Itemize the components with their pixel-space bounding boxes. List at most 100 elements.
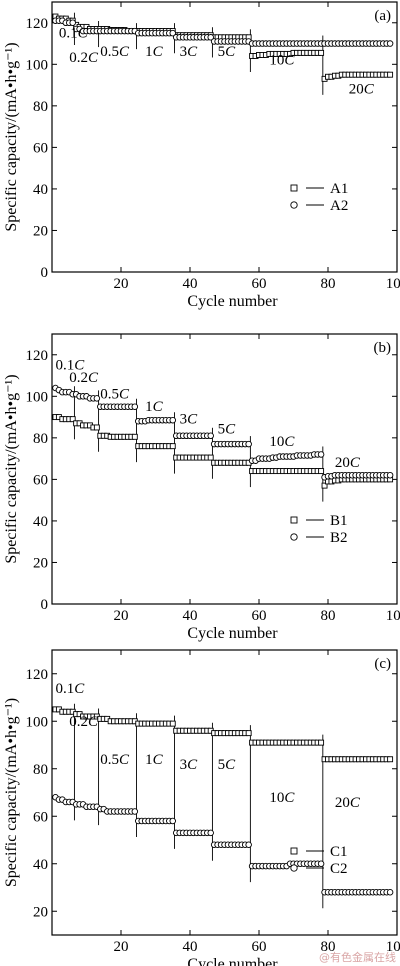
y-tick-label: 40 bbox=[33, 857, 48, 873]
data-point bbox=[131, 433, 138, 440]
legend-entry: A1 bbox=[330, 181, 348, 197]
rate-label-unit: C bbox=[187, 757, 198, 773]
y-axis-title: Specific capacity/(mA•h•g⁻¹) bbox=[3, 42, 20, 231]
data-point bbox=[386, 889, 394, 896]
data-point bbox=[207, 432, 214, 440]
rate-label-unit: C bbox=[153, 399, 164, 415]
rate-label-value: 1 bbox=[145, 44, 153, 60]
x-tick-label: 20 bbox=[114, 608, 129, 624]
rate-label: 20C bbox=[335, 455, 361, 471]
legend-entry: B2 bbox=[330, 530, 348, 546]
rate-label-unit: C bbox=[187, 411, 198, 427]
y-tick-label: 80 bbox=[33, 762, 48, 778]
y-tick-label: 60 bbox=[33, 472, 48, 488]
rate-label: 10C bbox=[269, 790, 295, 806]
rate-label: 20C bbox=[349, 81, 375, 97]
rate-label-value: 0.2 bbox=[69, 50, 88, 66]
data-point bbox=[387, 756, 394, 763]
y-tick-label: 100 bbox=[26, 389, 49, 405]
panel-label: (a) bbox=[374, 8, 391, 24]
x-axis-title: Cycle number bbox=[187, 625, 278, 642]
y-tick-label: 80 bbox=[33, 99, 48, 115]
rate-label: 3C bbox=[180, 411, 199, 427]
x-tick-label: 20 bbox=[114, 276, 129, 292]
legend-entry: B1 bbox=[330, 513, 348, 529]
rate-label-unit: C bbox=[74, 357, 85, 373]
rate-label-unit: C bbox=[225, 757, 236, 773]
y-tick-label: 40 bbox=[33, 182, 48, 198]
series-b2 bbox=[52, 384, 394, 481]
y-tick-label: 100 bbox=[26, 714, 49, 730]
y-axis-title: Specific capacity/(mA•h•g⁻¹) bbox=[3, 374, 20, 563]
x-tick-label: 60 bbox=[252, 276, 267, 292]
rate-label: 3C bbox=[180, 757, 199, 773]
rate-label: 0.5C bbox=[100, 44, 130, 60]
rate-label-value: 0.1 bbox=[55, 681, 74, 697]
legend-marker-circle bbox=[290, 864, 298, 872]
rate-label-value: 10 bbox=[269, 790, 284, 806]
data-point bbox=[93, 395, 101, 402]
x-tick-label: 80 bbox=[321, 939, 336, 955]
series-c2 bbox=[52, 794, 394, 896]
y-tick-label: 20 bbox=[33, 904, 48, 920]
rate-label-value: 1 bbox=[145, 399, 153, 415]
data-point bbox=[245, 440, 252, 448]
rate-label-unit: C bbox=[153, 44, 164, 60]
y-tick-label: 0 bbox=[41, 597, 49, 613]
chart-panel-a: 20406080100020406080100120Cycle numberSp… bbox=[3, 1, 400, 310]
data-point bbox=[317, 451, 325, 458]
series-a2 bbox=[52, 17, 394, 47]
legend-marker-square bbox=[290, 847, 298, 855]
rate-label: 1C bbox=[145, 752, 164, 768]
x-tick-label: 100 bbox=[386, 608, 400, 624]
rate-label: 0.1C bbox=[55, 681, 85, 697]
rate-label: 5C bbox=[218, 757, 237, 773]
rate-label-value: 0.5 bbox=[100, 44, 119, 60]
rate-label: 0.2C bbox=[69, 50, 99, 66]
rate-label-value: 5 bbox=[218, 44, 226, 60]
rate-label: 10C bbox=[269, 52, 295, 68]
x-tick-label: 60 bbox=[252, 608, 267, 624]
rate-label-value: 1 bbox=[145, 752, 153, 768]
rate-label: 1C bbox=[145, 44, 164, 60]
data-point bbox=[131, 808, 139, 815]
rate-label-value: 0.1 bbox=[55, 357, 74, 373]
data-point bbox=[207, 829, 214, 837]
data-point bbox=[93, 424, 100, 431]
x-tick-label: 40 bbox=[183, 276, 198, 292]
x-tick-label: 100 bbox=[386, 939, 400, 955]
y-tick-label: 60 bbox=[33, 140, 48, 156]
rate-label-unit: C bbox=[284, 434, 295, 450]
legend-entry: C2 bbox=[330, 861, 348, 877]
data-point bbox=[69, 19, 76, 27]
rate-label-value: 20 bbox=[349, 81, 364, 97]
rate-label-unit: C bbox=[88, 50, 99, 66]
x-axis-title: Cycle number bbox=[187, 293, 278, 310]
rate-label: 5C bbox=[218, 422, 237, 438]
series-c1 bbox=[52, 706, 394, 763]
y-tick-label: 120 bbox=[26, 667, 49, 683]
plot-frame bbox=[51, 333, 398, 605]
rate-label-value: 3 bbox=[180, 411, 188, 427]
rate-label: 3C bbox=[180, 44, 199, 60]
x-tick-label: 100 bbox=[386, 276, 400, 292]
data-point bbox=[318, 49, 325, 56]
data-point bbox=[169, 416, 176, 424]
rate-label-unit: C bbox=[119, 386, 130, 402]
y-tick-label: 80 bbox=[33, 431, 48, 447]
x-tick-label: 20 bbox=[114, 939, 129, 955]
rate-label-value: 0.2 bbox=[69, 370, 88, 386]
rate-label: 0.1C bbox=[59, 25, 89, 41]
plot-frame bbox=[51, 649, 398, 936]
chart-panel-b: 20406080100020406080100120Cycle numberSp… bbox=[3, 333, 400, 642]
rate-label-value: 0.2 bbox=[69, 714, 88, 730]
chart-panels: 20406080100020406080100120Cycle numberSp… bbox=[3, 1, 400, 966]
x-tick-label: 60 bbox=[252, 939, 267, 955]
data-point bbox=[386, 40, 394, 47]
rate-label-unit: C bbox=[225, 422, 236, 438]
rate-label-unit: C bbox=[153, 752, 164, 768]
x-axis-title: Cycle number bbox=[187, 956, 278, 966]
rate-label-value: 3 bbox=[180, 757, 188, 773]
rate-label-value: 3 bbox=[180, 44, 188, 60]
